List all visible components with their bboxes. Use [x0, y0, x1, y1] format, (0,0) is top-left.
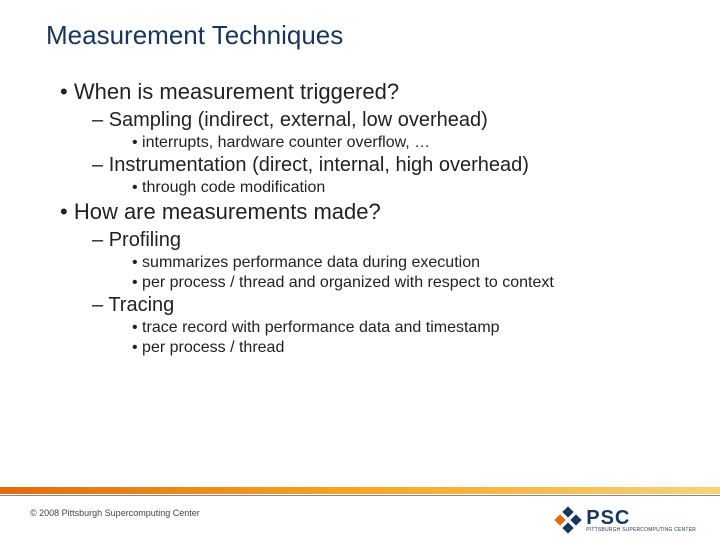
bullet-level3: through code modification [132, 179, 680, 197]
slide-content: When is measurement triggered? Sampling … [40, 79, 680, 357]
bullet-level3: trace record with performance data and t… [132, 319, 680, 337]
copyright-text: © 2008 Pittsburgh Supercomputing Center [30, 508, 200, 518]
logo-sub-text: PITTSBURGH SUPERCOMPUTING CENTER [586, 528, 696, 533]
footer-divider [0, 495, 720, 496]
logo-icon [554, 506, 582, 534]
slide: Measurement Techniques When is measureme… [0, 0, 720, 540]
bullet-level3: interrupts, hardware counter overflow, … [132, 134, 680, 152]
bullet-level3: summarizes performance data during execu… [132, 254, 680, 272]
slide-title: Measurement Techniques [46, 20, 680, 51]
bullet-level2: Tracing [92, 294, 680, 317]
footer-accent-bar [0, 487, 720, 494]
bullet-level2: Instrumentation (direct, internal, high … [92, 154, 680, 177]
bullet-level1: When is measurement triggered? [60, 79, 680, 105]
bullet-level1: How are measurements made? [60, 199, 680, 225]
bullet-level2: Sampling (indirect, external, low overhe… [92, 109, 680, 132]
psc-logo: PSC PITTSBURGH SUPERCOMPUTING CENTER [554, 506, 696, 534]
bullet-level2: Profiling [92, 229, 680, 252]
logo-main-text: PSC [586, 508, 696, 528]
bullet-level3: per process / thread [132, 339, 680, 357]
logo-text: PSC PITTSBURGH SUPERCOMPUTING CENTER [586, 508, 696, 533]
bullet-level3: per process / thread and organized with … [132, 274, 680, 292]
